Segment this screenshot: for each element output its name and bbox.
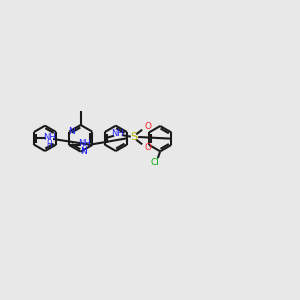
Text: H: H <box>46 140 52 148</box>
Text: NH: NH <box>78 139 91 148</box>
Text: NH: NH <box>43 133 56 142</box>
Text: NH: NH <box>111 129 124 138</box>
Text: H: H <box>81 146 87 155</box>
Text: Cl: Cl <box>151 158 160 166</box>
Text: S: S <box>130 132 138 142</box>
Text: N: N <box>68 127 75 136</box>
Text: O: O <box>145 122 152 131</box>
Text: O: O <box>145 143 152 152</box>
Text: N: N <box>80 147 86 156</box>
